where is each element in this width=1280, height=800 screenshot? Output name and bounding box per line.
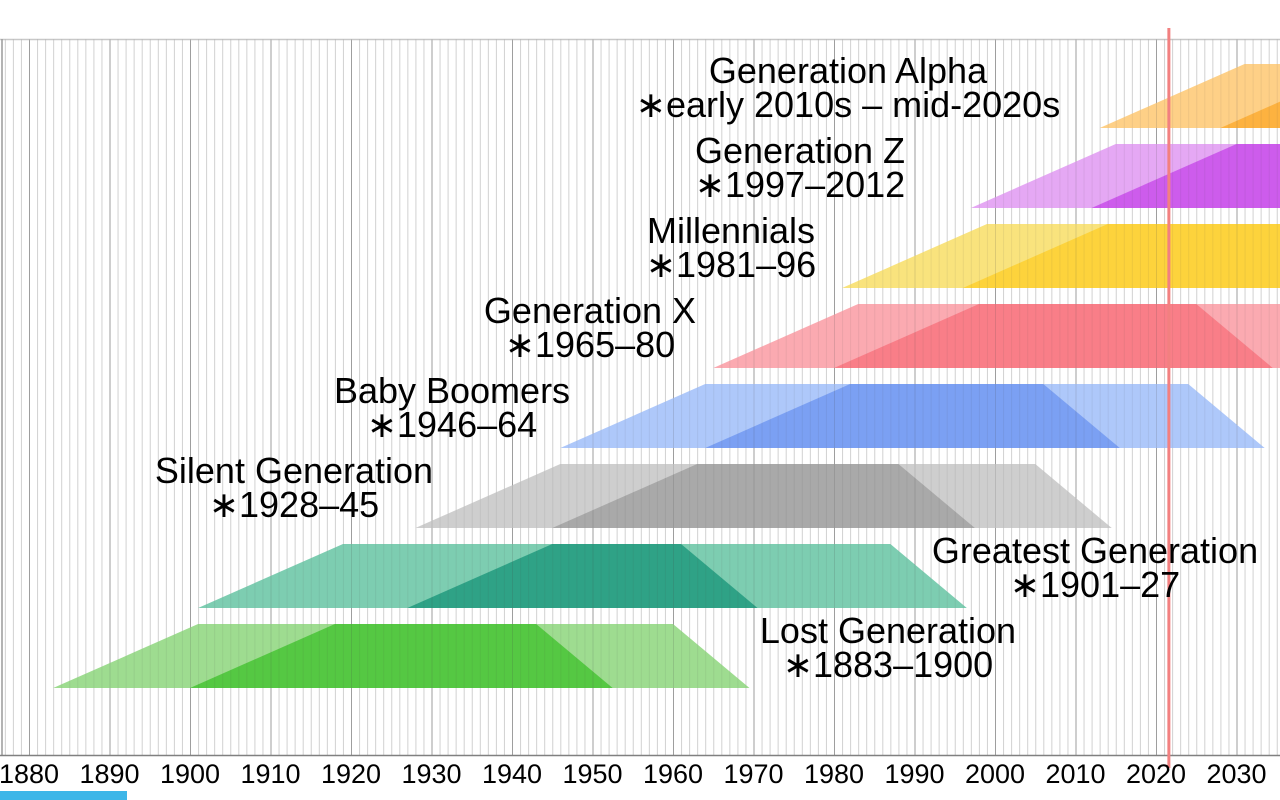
x-axis-tick-label: 1970 [723, 759, 783, 789]
generation-years-label: ∗1928–45 [208, 484, 380, 525]
generation-name-label: Baby Boomers [333, 370, 571, 411]
generation-name-label: Greatest Generation [931, 530, 1259, 571]
generation-name-label: Millennials [646, 210, 816, 251]
generation-name-label: Generation X [483, 290, 697, 331]
x-axis-tick-label: 1940 [482, 759, 542, 789]
x-axis-tick-label: 1930 [401, 759, 461, 789]
x-axis-tick-label: 2000 [965, 759, 1025, 789]
generation-band-early [1099, 64, 1280, 128]
generation-band-overlap [1091, 144, 1280, 208]
generation-years-label: ∗1946–64 [366, 404, 538, 445]
generation-name-label: Lost Generation [759, 610, 1017, 651]
generation-name-label: Silent Generation [154, 450, 434, 491]
x-axis-tick-label: 1950 [562, 759, 622, 789]
x-axis-tick-label: 1910 [240, 759, 300, 789]
generation-years-label: ∗1981–96 [645, 244, 817, 285]
x-axis-tick-label: 1880 [0, 759, 59, 789]
x-axis-tick-label: 2030 [1206, 759, 1266, 789]
x-axis-tick-label: 2010 [1045, 759, 1105, 789]
generation-band-overlap [705, 384, 1120, 448]
x-axis-tick-label: 1890 [79, 759, 139, 789]
generation-band-overlap [190, 624, 613, 688]
x-axis-tick-label: 1980 [804, 759, 864, 789]
x-axis-tick-label: 1960 [643, 759, 703, 789]
x-axis-tick-label: 1900 [160, 759, 220, 789]
generation-band-overlap [834, 304, 1273, 368]
generation-band-overlap [962, 224, 1280, 288]
generation-years-label: ∗1965–80 [504, 324, 676, 365]
x-axis-tick-label: 1920 [321, 759, 381, 789]
partial-element-strip [0, 791, 127, 800]
generation-years-label: ∗1997–2012 [694, 164, 906, 205]
generation-years-label: ∗1883–1900 [782, 644, 994, 685]
x-axis-tick-label: 2020 [1126, 759, 1186, 789]
generation-band-overlap [407, 544, 758, 608]
x-axis-tick-label: 1990 [884, 759, 944, 789]
generation-band-overlap [552, 464, 975, 528]
generation-band-overlap [1220, 101, 1280, 128]
generation-name-label: Generation Alpha [708, 50, 988, 91]
generation-years-label: ∗early 2010s – mid-2020s [635, 84, 1061, 125]
generation-years-label: ∗1901–27 [1009, 564, 1181, 605]
generation-name-label: Generation Z [694, 130, 906, 171]
